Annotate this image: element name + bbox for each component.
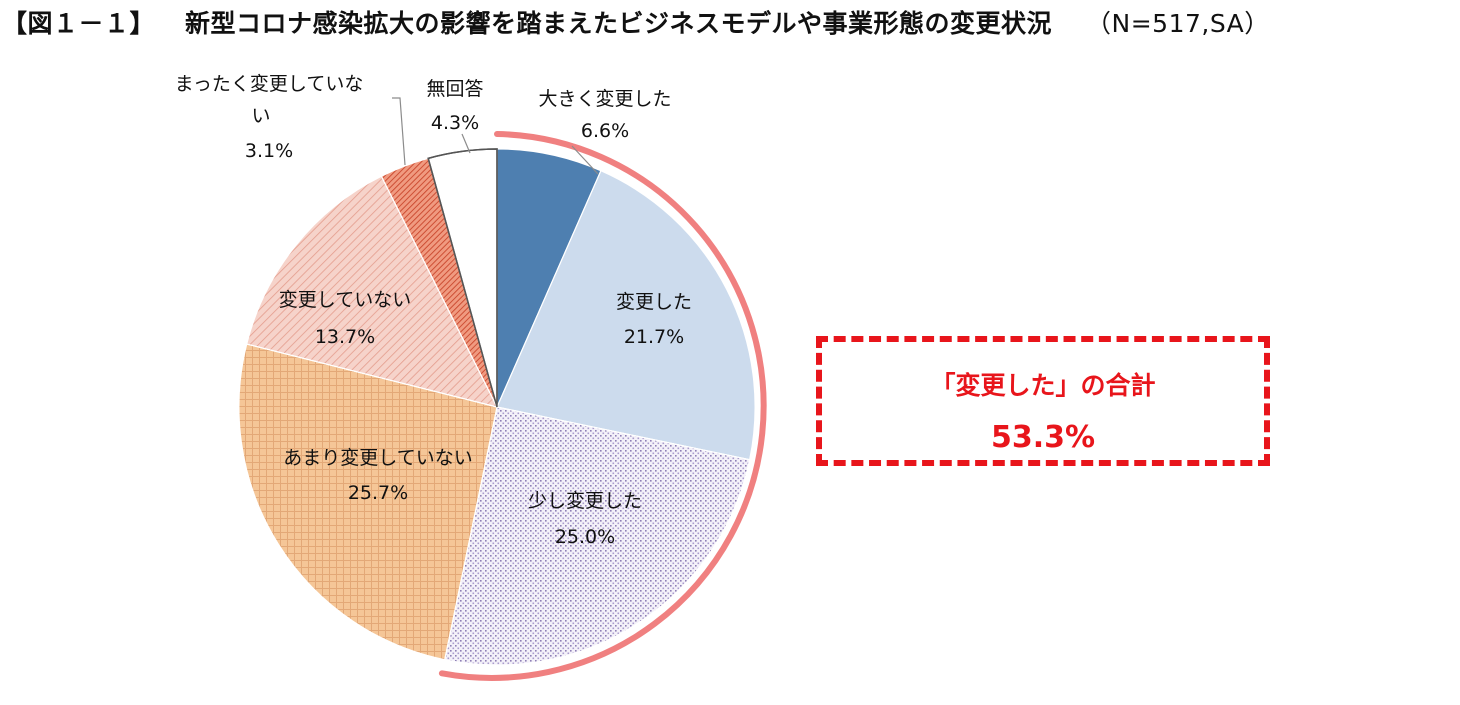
slice-labels: 大きく変更した 6.6% 変更した 21.7% 少し変更した 25.0% あまり変更していな… bbox=[175, 73, 692, 548]
slice-value-not-at-all: 3.1% bbox=[245, 140, 293, 162]
leader-line-1 bbox=[392, 97, 406, 166]
slice-value-not-changed: 13.7% bbox=[315, 326, 375, 348]
slice-value-big-change: 6.6% bbox=[581, 120, 629, 142]
leader-lines bbox=[392, 97, 599, 175]
slice-value-changed: 21.7% bbox=[624, 326, 684, 348]
slice-label-not-at-all-wrap: い bbox=[251, 105, 270, 127]
chart-title: 【図１－１】 新型コロナ感染拡大の影響を踏まえたビジネスモデルや事業形態の変更状況… bbox=[2, 4, 1270, 40]
pie-slice-not-changed bbox=[246, 175, 498, 408]
title-main: 新型コロナ感染拡大の影響を踏まえたビジネスモデルや事業形態の変更状況 bbox=[185, 9, 1053, 38]
figure-number: 【図１－１】 bbox=[2, 9, 156, 38]
slice-label-not-at-all: まったく変更していな bbox=[175, 73, 364, 95]
pie-slice-changed bbox=[496, 170, 756, 461]
callout-value: 53.3% bbox=[990, 420, 1096, 455]
slice-label-big-change: 大きく変更した bbox=[538, 88, 671, 110]
callout-label: 「変更した」の合計 bbox=[930, 371, 1156, 400]
pie-slice-barely-changed bbox=[238, 343, 498, 661]
total-changed-callout: 「変更した」の合計 53.3% bbox=[816, 336, 1270, 466]
highlight-arc bbox=[438, 131, 767, 681]
slice-label-not-changed: 変更していない bbox=[279, 289, 411, 311]
pie-slices bbox=[238, 148, 756, 666]
slice-label-barely-changed: あまり変更していない bbox=[283, 447, 472, 469]
slice-value-barely-changed: 25.7% bbox=[348, 482, 408, 504]
leader-line-0 bbox=[571, 145, 599, 175]
pie-slice-slightly-changed bbox=[444, 406, 751, 666]
slice-value-no-answer: 4.3% bbox=[431, 112, 479, 134]
slice-label-slightly-changed: 少し変更した bbox=[528, 490, 642, 512]
slice-label-no-answer: 無回答 bbox=[426, 78, 483, 100]
slice-value-slightly-changed: 25.0% bbox=[555, 526, 615, 548]
leader-line-2 bbox=[461, 133, 471, 154]
slice-label-changed: 変更した bbox=[616, 291, 692, 313]
sample-note: （N=517,SA） bbox=[1086, 9, 1270, 38]
